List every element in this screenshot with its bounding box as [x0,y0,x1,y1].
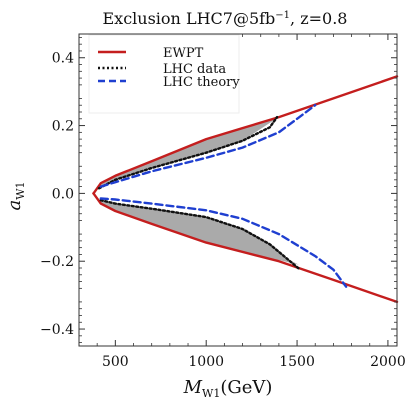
series-line-lhc-theory-lower [99,197,348,288]
axis-ticks: 500 1000 1500 2000 −0.4 −0.2 0.0 0.2 0.4 [40,34,406,370]
series-line-lhc-theory-upper [99,103,317,188]
legend-label-ewpt: EWPT [163,46,204,61]
y-axis-label: aW1 [4,181,27,210]
y-tick-label: 0.4 [52,51,74,67]
legend-label-lhc-data: LHC data [163,62,226,77]
series-line-ewpt-lower [92,192,399,304]
series-line-lhc-data-upper [97,115,279,190]
x-axis-label: MW1(GeV) [183,377,273,400]
y-tick-label: −0.4 [40,322,74,338]
plot-frame [78,33,398,347]
excluded-region-upper [99,118,278,189]
excluded-region-lower [100,200,299,265]
x-tick-label: 2000 [370,354,406,370]
x-tick-label: 1500 [279,354,315,370]
y-tick-label: 0.0 [52,186,74,202]
legend-label-lhc-theory: LHC theory [163,75,240,90]
y-tick-label: 0.2 [52,119,74,135]
x-tick-label: 500 [102,354,129,370]
chart-title-superscript: −1 [275,10,290,21]
series-line-ewpt-upper [92,75,399,195]
chart-title: Exclusion LHC7@5fb−1, z=0.8 [103,9,348,28]
excluded-regions [99,118,299,265]
legend: EWPT LHC data LHC theory [88,34,240,114]
x-tick-label: 1000 [188,354,224,370]
series-lines [92,75,399,304]
series-line-lhc-data-lower [99,198,301,270]
plot-border [78,33,398,347]
legend-box [88,34,240,114]
y-tick-label: −0.2 [40,254,74,270]
